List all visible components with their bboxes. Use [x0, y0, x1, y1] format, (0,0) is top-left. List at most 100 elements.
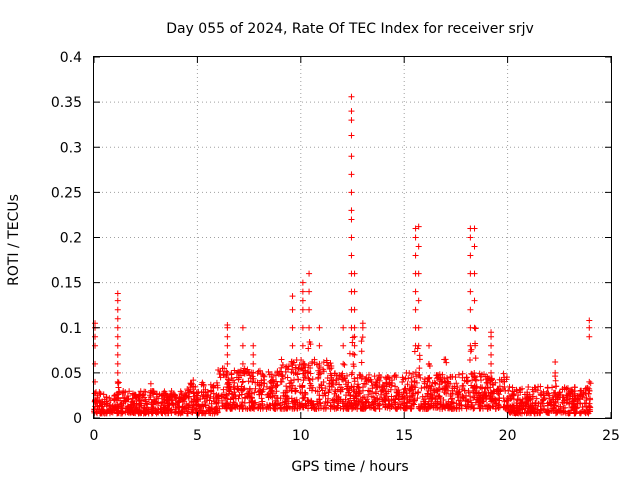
- data-point: [544, 409, 551, 416]
- data-point: [586, 324, 593, 331]
- data-point: [317, 370, 324, 377]
- data-point: [220, 386, 227, 393]
- data-point: [476, 395, 483, 402]
- data-point: [552, 398, 559, 405]
- data-point: [400, 389, 407, 396]
- data-point: [305, 362, 312, 369]
- data-point: [239, 399, 246, 406]
- data-point: [392, 383, 399, 390]
- data-point: [368, 378, 375, 385]
- data-point: [506, 383, 513, 390]
- y-tick-label: 0.2: [60, 231, 82, 247]
- x-tick-label: 10: [292, 428, 310, 444]
- data-point: [487, 390, 494, 397]
- data-point: [322, 398, 329, 405]
- data-point: [488, 369, 495, 376]
- data-point: [200, 392, 207, 399]
- data-point: [246, 372, 253, 379]
- data-point: [569, 404, 576, 411]
- data-point: [114, 351, 121, 358]
- data-point: [307, 341, 314, 348]
- data-point: [315, 375, 322, 382]
- data-point: [463, 374, 470, 381]
- data-point: [246, 385, 253, 392]
- data-point: [103, 409, 110, 416]
- data-point: [500, 370, 507, 377]
- data-point: [577, 410, 584, 417]
- data-point: [406, 370, 413, 377]
- data-point: [100, 391, 107, 398]
- data-point: [114, 306, 121, 313]
- data-point: [411, 348, 418, 355]
- data-point: [375, 402, 382, 409]
- data-point: [348, 93, 355, 100]
- data-point: [320, 392, 327, 399]
- data-point: [358, 338, 365, 345]
- data-point: [391, 399, 398, 406]
- data-point: [348, 117, 355, 124]
- data-point: [256, 391, 263, 398]
- data-point: [201, 398, 208, 405]
- data-point: [414, 345, 421, 352]
- data-point: [463, 395, 470, 402]
- data-point: [307, 399, 314, 406]
- data-point: [531, 402, 538, 409]
- data-point: [351, 351, 358, 358]
- data-point: [376, 405, 383, 412]
- data-point: [532, 405, 539, 412]
- data-point: [196, 403, 203, 410]
- data-point: [234, 402, 241, 409]
- data-point: [306, 288, 313, 295]
- data-point: [488, 329, 495, 336]
- data-point: [554, 409, 561, 416]
- data-point: [288, 387, 295, 394]
- y-tick-label: 0.05: [51, 366, 82, 382]
- data-point: [224, 369, 231, 376]
- data-point: [468, 382, 475, 389]
- data-point: [221, 365, 228, 372]
- data-point: [518, 405, 525, 412]
- data-point: [505, 397, 512, 404]
- data-point: [154, 400, 161, 407]
- data-point: [572, 410, 579, 417]
- data-point: [268, 371, 275, 378]
- data-point: [362, 399, 369, 406]
- data-point: [299, 279, 306, 286]
- data-point: [374, 376, 381, 383]
- data-point: [372, 388, 379, 395]
- data-point: [211, 408, 218, 415]
- data-point: [114, 315, 121, 322]
- data-point: [250, 369, 257, 376]
- data-point: [294, 399, 301, 406]
- data-point: [239, 405, 246, 412]
- data-point: [116, 389, 123, 396]
- data-point: [277, 395, 284, 402]
- data-point: [586, 408, 593, 415]
- data-point: [351, 306, 358, 313]
- data-point: [571, 388, 578, 395]
- data-point: [476, 405, 483, 412]
- data-point: [486, 396, 493, 403]
- data-point: [440, 396, 447, 403]
- data-point: [190, 377, 197, 384]
- data-point: [320, 378, 327, 385]
- data-point: [114, 297, 121, 304]
- data-point: [114, 290, 121, 297]
- data-point: [577, 392, 584, 399]
- data-point: [351, 324, 358, 331]
- data-point: [265, 368, 272, 375]
- data-point: [438, 378, 445, 385]
- data-point: [412, 288, 419, 295]
- data-point: [478, 377, 485, 384]
- data-point: [180, 407, 187, 414]
- data-point: [309, 384, 316, 391]
- data-point: [200, 409, 207, 416]
- data-point: [248, 390, 255, 397]
- data-point: [118, 400, 125, 407]
- data-point: [91, 390, 98, 397]
- data-point: [441, 356, 448, 363]
- data-point: [523, 410, 530, 417]
- data-point: [316, 364, 323, 371]
- data-point: [471, 297, 478, 304]
- data-point: [473, 383, 480, 390]
